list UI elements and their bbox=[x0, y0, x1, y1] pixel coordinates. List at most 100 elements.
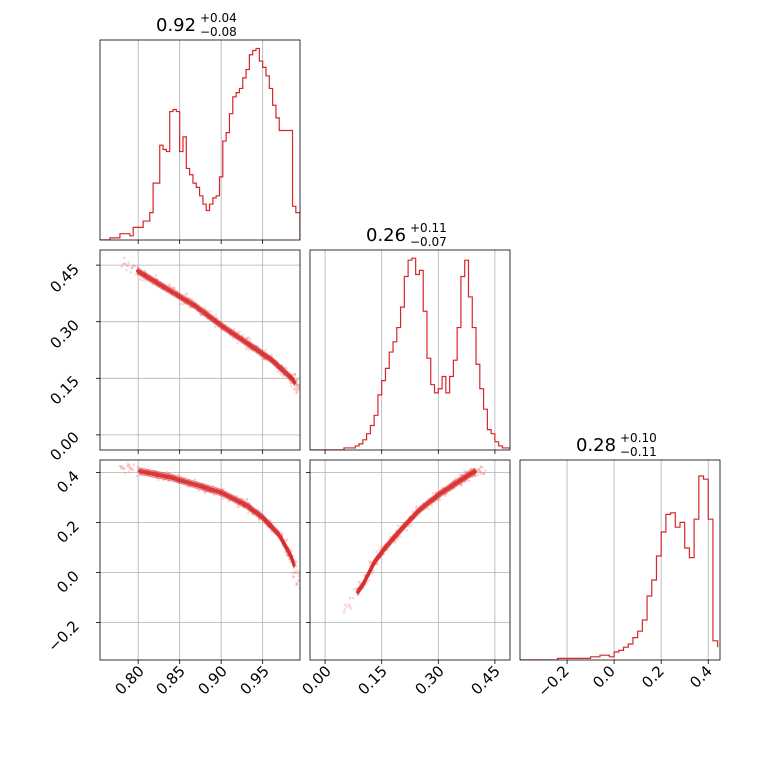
col0-xtick-2: 0.90 bbox=[194, 662, 230, 698]
scatter-point bbox=[371, 569, 375, 573]
scatter-point bbox=[125, 268, 128, 272]
scatter-point bbox=[351, 596, 355, 600]
scatter-point bbox=[292, 387, 296, 390]
contour-line-4 bbox=[139, 473, 295, 569]
scatter-point bbox=[343, 603, 347, 606]
scatter-point bbox=[184, 293, 187, 296]
scatter-point bbox=[227, 499, 231, 503]
scatter-point bbox=[378, 548, 382, 551]
scatter-point bbox=[247, 336, 250, 340]
scatter-point bbox=[141, 278, 145, 282]
scatter-point bbox=[370, 572, 374, 575]
panel-corner-2-1 bbox=[306, 459, 511, 664]
contour-line-2 bbox=[138, 472, 295, 568]
contour-line-2 bbox=[136, 272, 296, 385]
scatter-point bbox=[204, 491, 207, 494]
panel-hist-1 bbox=[309, 249, 511, 454]
scatter-point bbox=[284, 366, 288, 370]
scatter-point bbox=[298, 572, 300, 576]
scatter-point bbox=[297, 579, 300, 583]
contour-line-3 bbox=[137, 267, 296, 380]
plot-area-hist-0 bbox=[100, 47, 300, 240]
scatter-point bbox=[296, 383, 299, 386]
plot-area-hist-1 bbox=[310, 257, 510, 450]
scatter-point bbox=[379, 545, 383, 548]
scatter-point bbox=[375, 550, 378, 554]
scatter-point bbox=[460, 484, 463, 487]
title-param-1: 0.26 +0.11 −0.07 bbox=[366, 221, 447, 249]
row2-y-tick-labels: −0.2 0.0 0.2 0.4 bbox=[44, 467, 82, 655]
scatter-point bbox=[203, 306, 206, 310]
scatter-point bbox=[296, 582, 299, 586]
scatter-point bbox=[295, 581, 298, 585]
scatter-point bbox=[130, 266, 133, 270]
scatter-point bbox=[261, 357, 264, 361]
col1-xtick-1: 0.15 bbox=[354, 662, 390, 698]
scatter-point bbox=[444, 494, 447, 498]
col0-xtick-0: 0.80 bbox=[111, 662, 147, 698]
scatter-point bbox=[212, 493, 216, 497]
scatter-point bbox=[295, 388, 298, 392]
title-0-median: 0.92 bbox=[156, 15, 196, 36]
histogram-steps bbox=[310, 257, 510, 450]
scatter-point bbox=[130, 468, 133, 472]
scatter-point bbox=[182, 302, 185, 306]
scatter-point bbox=[289, 384, 293, 388]
panel-corner-2-0 bbox=[96, 459, 301, 664]
contour-line-1 bbox=[138, 468, 295, 564]
scatter-point bbox=[478, 469, 481, 473]
col0-x-tick-labels: 0.80 0.85 0.90 0.95 bbox=[111, 662, 272, 698]
col1-xtick-2: 0.30 bbox=[411, 662, 447, 698]
scatter-point bbox=[289, 381, 293, 385]
contour-line-2 bbox=[356, 473, 476, 595]
axes-frame-hist-1 bbox=[309, 249, 511, 451]
scatter-point bbox=[245, 497, 248, 501]
scatter-point bbox=[297, 384, 300, 388]
scatter-point bbox=[348, 596, 352, 600]
col1-xtick-0: 0.00 bbox=[298, 662, 334, 698]
scatter-point bbox=[129, 271, 132, 274]
scatter-point bbox=[221, 497, 224, 500]
scatter-point bbox=[131, 264, 134, 268]
scatter-point bbox=[291, 575, 295, 578]
contour-line-0 bbox=[355, 470, 477, 594]
scatter-point bbox=[293, 570, 297, 573]
scatter-point bbox=[398, 535, 402, 538]
scatter-point bbox=[479, 466, 482, 469]
scatter-point bbox=[285, 538, 289, 542]
plot-area-hist-2 bbox=[520, 475, 719, 660]
col2-xtick-3: 0.4 bbox=[686, 662, 716, 692]
scatter-point bbox=[122, 467, 125, 471]
scatter-point bbox=[353, 587, 356, 591]
title-2-median: 0.28 bbox=[576, 435, 616, 456]
scatter-point bbox=[410, 523, 413, 527]
scatter-point bbox=[247, 511, 250, 515]
scatter-point bbox=[279, 372, 283, 376]
col1-x-tick-labels: 0.00 0.15 0.30 0.45 bbox=[298, 662, 503, 698]
scatter-point bbox=[131, 468, 135, 472]
scatter-point bbox=[245, 498, 249, 502]
scatter-point bbox=[479, 472, 482, 476]
axes-frame-hist-0 bbox=[99, 39, 301, 241]
scatter-point bbox=[297, 575, 300, 578]
row1-ytick-2: 0.30 bbox=[46, 316, 82, 352]
scatter-point bbox=[293, 571, 296, 575]
scatter-point bbox=[128, 467, 132, 470]
contour-line-4 bbox=[357, 474, 476, 596]
col2-xtick-1: 0.0 bbox=[589, 662, 619, 692]
scatter-point bbox=[179, 302, 183, 306]
scatter-point bbox=[469, 467, 473, 470]
scatter-point bbox=[136, 465, 140, 469]
scatter-point bbox=[292, 575, 296, 579]
scatter-point bbox=[393, 541, 396, 545]
scatter-point bbox=[214, 313, 218, 317]
scatter-point bbox=[281, 532, 284, 536]
scatter-point bbox=[276, 370, 279, 374]
col2-x-tick-labels: −0.2 0.0 0.2 0.4 bbox=[534, 662, 715, 700]
scatter-point bbox=[296, 390, 299, 393]
scatter-point bbox=[257, 518, 261, 522]
scatter-point bbox=[348, 604, 351, 608]
title-param-0: 0.92 +0.04 −0.08 bbox=[156, 11, 237, 39]
scatter-point bbox=[248, 337, 252, 341]
